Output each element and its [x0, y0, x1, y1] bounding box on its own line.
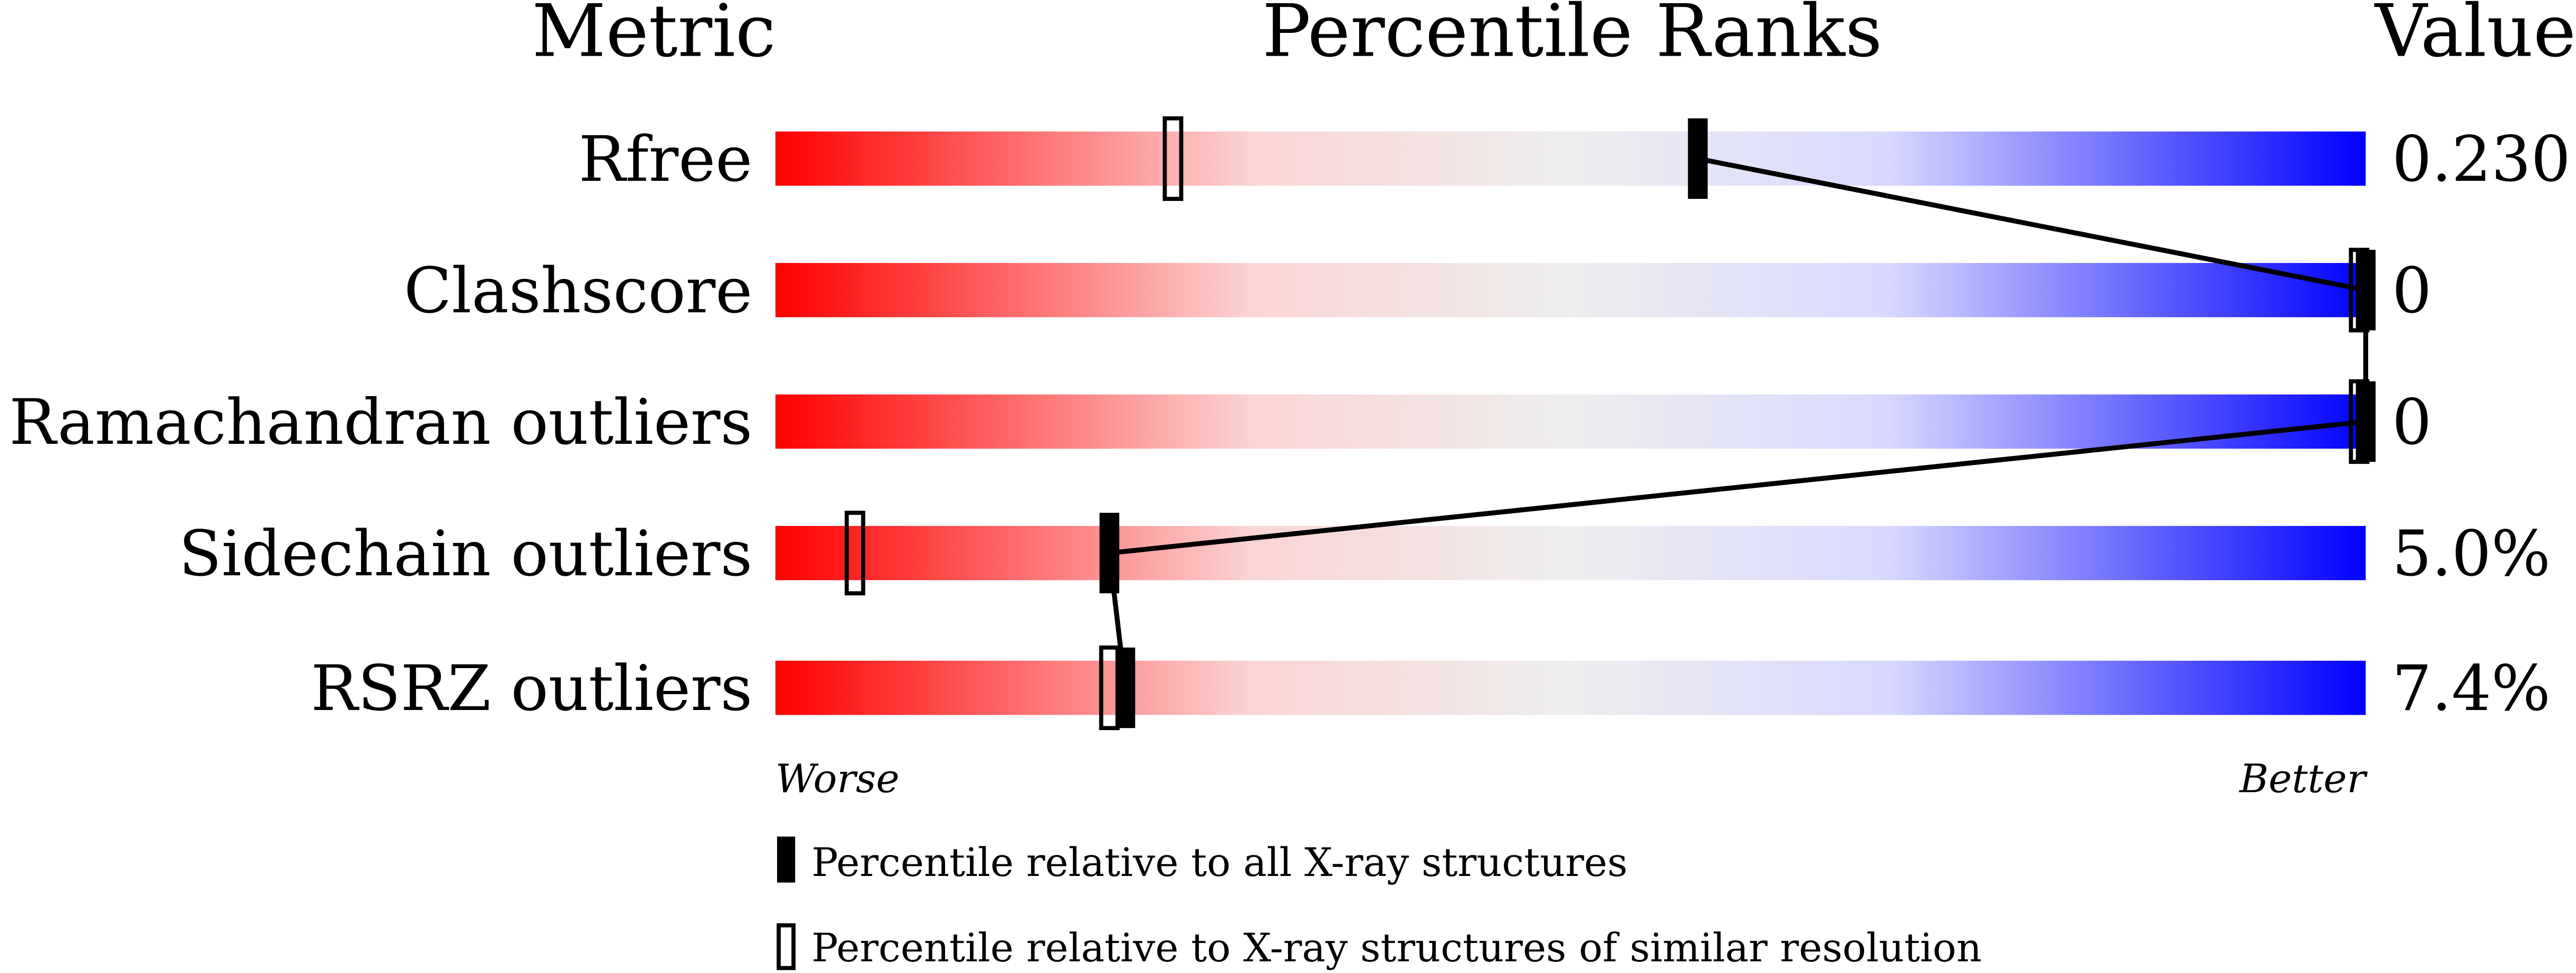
- percentile-bar: [775, 262, 2366, 318]
- marker-similar-resolution: [844, 511, 866, 595]
- axis-label-better: Better: [2238, 756, 2368, 802]
- metric-label: RSRZ outliers: [311, 652, 752, 725]
- header-value: Value: [2374, 0, 2576, 73]
- metric-value: 0: [2392, 386, 2432, 459]
- metric-label: Sidechain outliers: [179, 518, 752, 590]
- axis-label-worse: Worse: [775, 756, 899, 802]
- percentile-bar: [775, 661, 2366, 715]
- marker-all-structures: [1688, 118, 1708, 199]
- marker-similar-resolution: [1162, 116, 1184, 201]
- marker-all-structures: [1099, 513, 1119, 593]
- marker-all-structures: [2356, 381, 2376, 462]
- legend-label-similar: Percentile relative to X-ray structures …: [811, 925, 1982, 971]
- percentile-bar: [775, 525, 2366, 581]
- metric-label: Rfree: [579, 123, 753, 196]
- header-metric: Metric: [532, 0, 775, 73]
- header-percentile-ranks: Percentile Ranks: [1262, 0, 1882, 73]
- metric-label: Ramachandran outliers: [9, 386, 752, 459]
- legend-label-all: Percentile relative to all X-ray structu…: [811, 839, 1628, 886]
- metric-label: Clashscore: [404, 255, 753, 327]
- percentile-bar: [775, 132, 2366, 186]
- legend-open-marker-icon: [777, 923, 796, 970]
- legend-filled-marker-icon: [777, 836, 796, 883]
- marker-all-structures: [2356, 250, 2376, 331]
- metric-value: 7.4%: [2392, 652, 2551, 725]
- metric-value: 0.230: [2392, 123, 2571, 196]
- percentile-bar: [775, 394, 2366, 449]
- metric-value: 0: [2392, 255, 2432, 327]
- metric-value: 5.0%: [2392, 518, 2551, 590]
- marker-all-structures: [1115, 647, 1135, 729]
